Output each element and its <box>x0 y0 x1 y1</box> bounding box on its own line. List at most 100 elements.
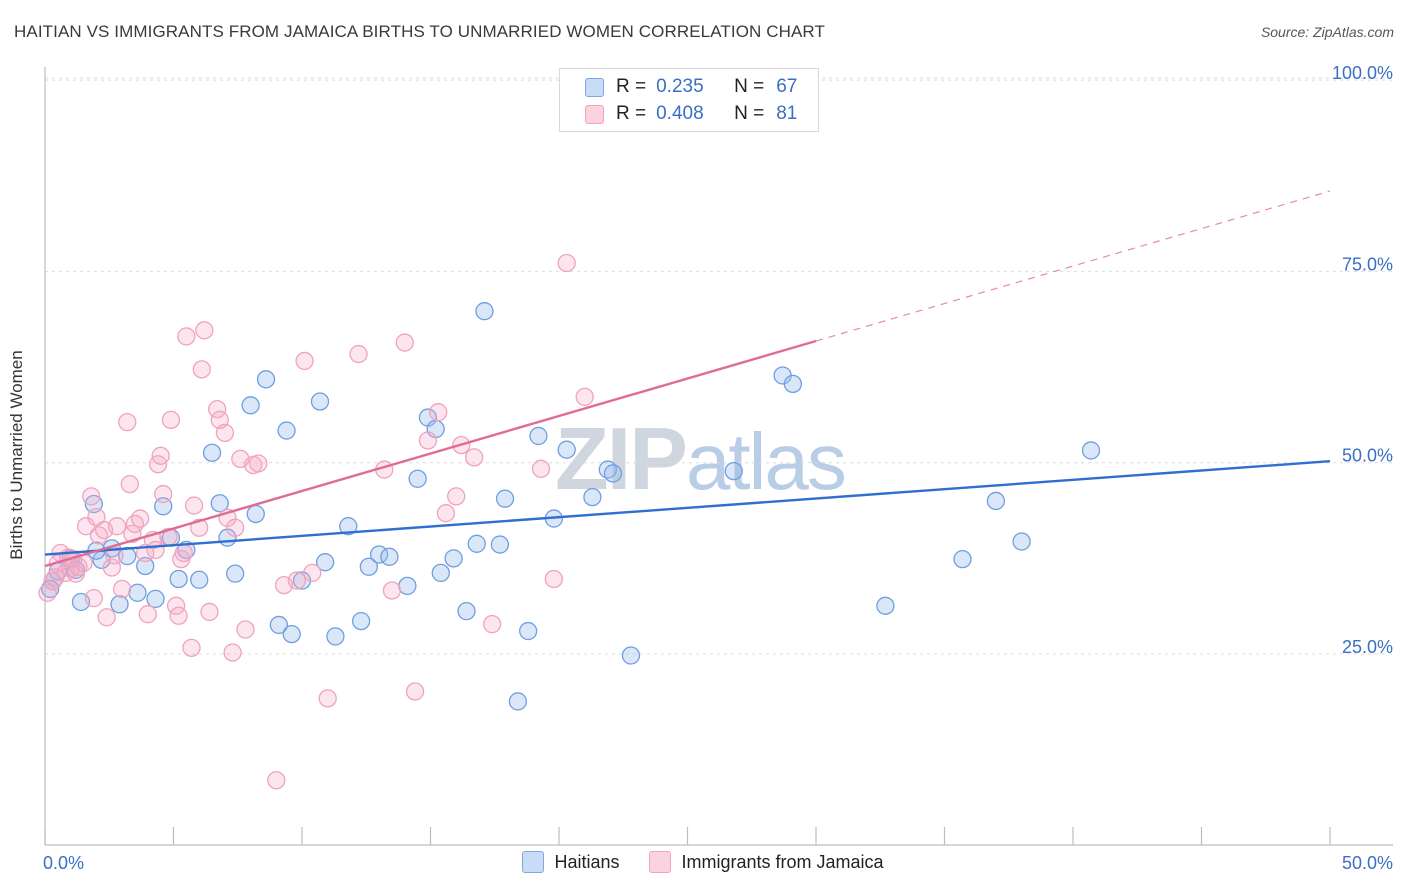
point-haitians <box>529 426 548 446</box>
point-haitians <box>169 569 188 589</box>
point-jamaica <box>174 543 193 563</box>
point-jamaica <box>447 487 466 506</box>
point-jamaica <box>84 588 103 608</box>
point-jamaica <box>223 643 242 662</box>
series-legend: Haitians Immigrants from Jamaica <box>0 851 1406 873</box>
point-jamaica <box>236 620 255 639</box>
point-jamaica <box>287 571 307 590</box>
series-swatch-haitians <box>522 851 545 873</box>
point-jamaica <box>76 517 96 536</box>
point-haitians <box>457 601 476 621</box>
series-name-jamaica: Immigrants from Jamaica <box>681 851 884 872</box>
point-haitians <box>953 549 972 569</box>
gridlines <box>45 77 1393 655</box>
point-haitians <box>508 692 528 711</box>
series-name-haitians: Haitians <box>554 851 620 872</box>
point-haitians <box>146 589 165 609</box>
point-jamaica <box>208 399 227 419</box>
point-haitians <box>431 563 450 583</box>
trend-line-jamaica <box>44 339 817 568</box>
point-haitians <box>724 461 743 481</box>
point-haitians <box>495 489 515 508</box>
point-jamaica <box>200 602 219 622</box>
point-haitians <box>246 504 265 524</box>
point-jamaica <box>151 446 170 465</box>
point-haitians <box>292 571 312 590</box>
trend-line-haitians <box>44 459 1331 556</box>
legend-r-label: R = <box>616 103 647 124</box>
point-jamaica <box>318 689 337 708</box>
point-haitians <box>226 564 245 583</box>
point-jamaica <box>82 487 101 506</box>
series-legend-jamaica[interactable]: Immigrants from Jamaica <box>649 851 884 873</box>
watermark-part1: ZIP <box>555 409 688 508</box>
legend-r-label: R = <box>616 76 647 97</box>
point-haitians <box>621 646 641 665</box>
legend-row-jamaica: R = 0.408 N = 81 <box>585 101 797 127</box>
point-jamaica <box>557 253 576 273</box>
point-haitians <box>1081 441 1101 460</box>
point-haitians <box>128 583 147 602</box>
point-jamaica <box>138 605 157 624</box>
point-haitians <box>351 611 371 631</box>
point-haitians <box>408 469 427 488</box>
zipatlas-watermark: ZIPatlas <box>555 408 847 510</box>
legend-n-label: N = <box>734 103 765 124</box>
legend-n-value: 81 <box>776 103 798 124</box>
point-jamaica <box>349 344 368 364</box>
y-tick-label: 100.0% <box>1332 63 1393 83</box>
point-jamaica <box>395 333 414 352</box>
point-haitians <box>190 570 209 589</box>
point-jamaica <box>120 474 139 494</box>
point-jamaica <box>97 608 116 627</box>
point-haitians <box>583 487 602 507</box>
y-axis-label: Births to Unmarried Women <box>7 350 26 560</box>
point-jamaica <box>169 606 188 625</box>
x-tick-label-min: 0.0% <box>43 853 84 873</box>
point-haitians <box>1012 532 1031 551</box>
point-haitians <box>783 374 803 394</box>
point-haitians <box>326 627 345 646</box>
trend-lines <box>44 190 1331 568</box>
legend-swatch-jamaica <box>585 104 604 124</box>
source-credit: Source: ZipAtlas.com <box>1260 24 1394 40</box>
axes <box>44 67 1393 846</box>
point-haitians <box>339 517 358 536</box>
chart-title: HAITIAN VS IMMIGRANTS FROM JAMAICA BIRTH… <box>14 22 825 41</box>
point-jamaica <box>118 412 137 432</box>
point-haitians <box>202 443 222 462</box>
point-jamaica <box>107 517 127 536</box>
legend-swatch-haitians <box>585 77 604 97</box>
legend-r-value: 0.235 <box>656 76 704 97</box>
point-jamaica <box>295 351 314 371</box>
x-tick-label-max: 50.0% <box>1342 853 1393 873</box>
y-tick-label: 50.0% <box>1342 446 1393 466</box>
point-jamaica <box>125 514 145 534</box>
point-haitians <box>269 615 289 635</box>
point-jamaica <box>154 484 173 504</box>
point-jamaica <box>38 583 57 602</box>
data-points <box>38 70 1101 790</box>
y-tick-label: 75.0% <box>1342 254 1393 274</box>
point-jamaica <box>405 682 425 701</box>
point-jamaica <box>112 579 132 599</box>
point-haitians <box>282 624 301 644</box>
point-haitians <box>876 596 895 615</box>
point-jamaica <box>130 509 150 528</box>
point-haitians <box>210 494 229 513</box>
point-haitians <box>444 549 463 568</box>
point-jamaica <box>418 431 438 450</box>
point-jamaica <box>195 321 214 340</box>
point-jamaica <box>575 387 594 407</box>
point-haitians <box>277 421 296 440</box>
series-legend-haitians[interactable]: Haitians <box>522 851 619 873</box>
point-haitians <box>467 534 486 553</box>
point-haitians <box>557 440 576 459</box>
point-jamaica <box>267 771 286 790</box>
tick-labels: 25.0% 50.0% 75.0% 100.0% 0.0% 50.0% <box>43 63 1393 873</box>
point-haitians <box>256 370 276 389</box>
point-jamaica <box>215 423 235 443</box>
point-jamaica <box>531 459 551 478</box>
point-jamaica <box>184 496 204 515</box>
watermark-part2: atlas <box>685 417 847 506</box>
